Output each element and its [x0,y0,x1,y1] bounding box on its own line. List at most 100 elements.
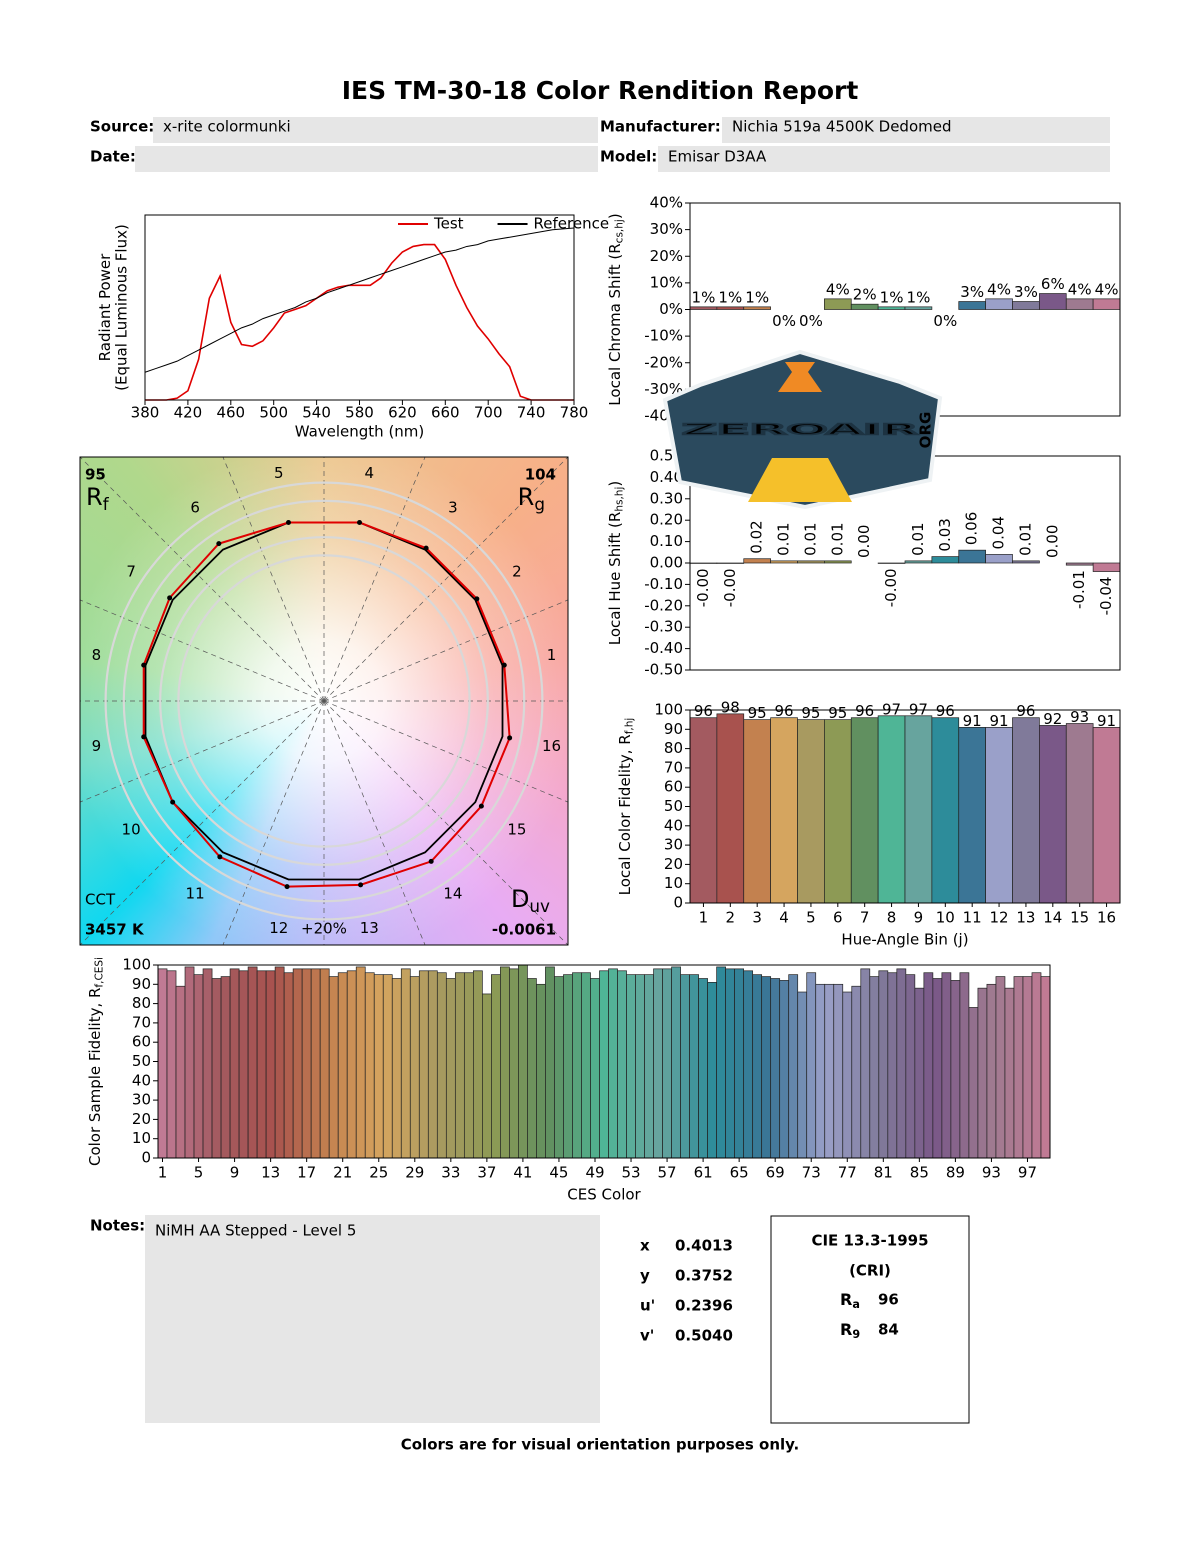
field-box [658,146,1110,172]
footer-note: Colors are for visual orientation purpos… [401,1436,800,1454]
value-label: 1% [718,288,742,306]
x-tick-label: 45 [549,1164,568,1182]
x-tick-label: 77 [838,1164,857,1182]
bar [626,974,636,1159]
value-label: 2% [853,286,877,304]
x-tick-label: 16 [1097,909,1116,927]
bar [1039,725,1067,904]
colorimetry-key: v' [640,1327,654,1345]
bar [904,306,933,310]
y-tick-label: 60 [132,1033,151,1051]
x-tick-label: 21 [333,1164,352,1182]
report-title: IES TM-30-18 Color Rendition Report [342,76,859,105]
bar [617,970,627,1159]
bar [877,306,906,310]
bar [157,968,168,1159]
bar [743,719,771,904]
bar [1012,301,1040,310]
y-tick-label: 50 [664,797,683,815]
hue-bin-label: 12 [269,919,288,937]
value-label: 96 [694,702,713,720]
x-tick-label: 740 [517,404,546,422]
rf-value: 95 [85,466,106,484]
field-label: Source: [90,118,154,136]
cri-key-part: R [840,1320,852,1339]
hue-bin-label: 4 [364,464,374,482]
vector-head [507,735,513,741]
hue-bin-label: 15 [507,820,526,838]
cri-title: CIE 13.3-1995 [811,1232,928,1250]
x-tick-label: 3 [752,909,762,927]
bar [382,974,393,1159]
bar [779,980,790,1159]
bar [527,978,537,1159]
bar [1065,562,1094,566]
x-axis-label: Wavelength (nm) [295,423,425,441]
y-tick-label: 40% [650,194,683,212]
bar [725,968,735,1159]
bar [958,301,986,310]
x-tick-label: 13 [261,1164,280,1182]
x-tick-label: 33 [441,1164,460,1182]
cri-box [770,1215,970,1424]
value-label: 0.01 [909,522,927,555]
cri-subtitle: (CRI) [849,1262,891,1280]
bar [166,970,177,1159]
x-tick-label: 460 [216,404,245,422]
value-label: 96 [1016,702,1035,720]
y-tick-label: 40 [132,1071,151,1089]
bar [409,976,420,1159]
bar [824,298,852,310]
logo-icon [778,362,822,392]
y-tick-label: 10 [132,1129,151,1147]
bar [977,987,988,1159]
field-value: x-rite colormunki [163,118,291,136]
y-tick-label: 80 [664,739,683,757]
polar-plot [80,457,568,945]
bar [1022,976,1033,1159]
colorimetry-value: 0.5040 [675,1327,733,1345]
bar [554,976,564,1159]
bar [716,966,726,1159]
cri-value: 96 [878,1291,899,1309]
x-tick-label: 7 [860,909,870,927]
y-axis-label-part: ) [606,481,624,487]
bar [950,980,961,1159]
value-label: 1% [692,288,716,306]
cct-label: CCT [85,891,116,909]
rf-label: Rf [86,483,110,514]
value-label: -0.00 [882,568,900,607]
vector-head [358,882,364,888]
y-tick-label: 90 [664,720,683,738]
bar [689,974,699,1159]
y-axis-label: Color Sample Fidelity, Rf,CESi [86,957,106,1166]
bar [1012,560,1040,564]
vector-head [474,596,480,602]
bar [518,964,528,1159]
vector-head [141,734,147,740]
bar [743,558,771,564]
bar [238,970,249,1159]
bar [958,549,986,564]
reference-ring [177,554,471,848]
y-axis-label-part: cs,hj [614,219,626,243]
x-tick-label: 9 [230,1164,240,1182]
y-tick-label: 100 [654,701,683,719]
value-label: 4% [826,280,850,298]
y-axis-label-part: f,hj [624,718,636,735]
x-tick-label: 580 [345,404,374,422]
hue-bin-label: 11 [186,884,205,902]
cri-key-part: a [852,1298,860,1311]
plot-frame [144,214,575,401]
bar [635,974,645,1159]
y-tick-label: -0.40 [644,639,683,657]
bar [1039,293,1067,310]
vector-head [423,545,429,551]
vector-head [478,803,484,809]
y-tick-label: -0.10 [644,575,683,593]
bar [572,972,582,1159]
bar [599,970,609,1159]
x-tick-label: 380 [131,404,160,422]
bar [265,970,276,1159]
